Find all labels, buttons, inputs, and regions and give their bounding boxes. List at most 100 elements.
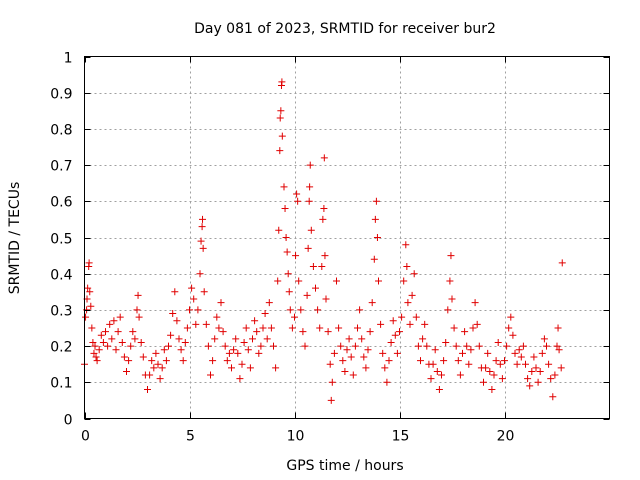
data-series-srmtid: [81, 78, 566, 404]
data-point: [240, 338, 248, 346]
y-tick-label: 0.2: [50, 340, 72, 356]
data-point: [408, 291, 416, 299]
data-point: [123, 367, 130, 375]
data-point: [381, 364, 389, 372]
data-point: [207, 371, 214, 379]
data-point: [431, 346, 439, 354]
data-point: [118, 338, 126, 346]
data-point: [532, 364, 540, 372]
data-point: [333, 277, 340, 285]
y-tick-label: 0.7: [50, 159, 72, 175]
x-tick-label: 10: [287, 429, 305, 445]
data-point: [309, 262, 317, 270]
data-point: [387, 338, 395, 346]
data-point: [259, 324, 267, 332]
data-point: [294, 197, 302, 205]
data-point: [251, 317, 259, 325]
data-point: [557, 364, 565, 372]
chart-title: Day 081 of 2023, SRMTID for receiver bur…: [194, 21, 496, 37]
data-point: [194, 306, 202, 314]
data-point: [440, 357, 448, 365]
data-point: [272, 364, 280, 372]
x-tick-label: 20: [497, 429, 515, 445]
data-point: [190, 295, 198, 303]
data-point: [199, 244, 207, 252]
data-point: [402, 241, 410, 249]
data-point: [486, 367, 494, 375]
data-point: [509, 331, 517, 339]
data-point: [129, 328, 137, 336]
data-point: [110, 317, 118, 325]
data-point: [322, 295, 330, 303]
data-point: [284, 270, 292, 278]
data-point: [475, 342, 483, 350]
data-point: [152, 349, 160, 357]
data-point: [327, 396, 335, 404]
data-point: [116, 313, 124, 321]
data-point: [488, 386, 496, 394]
data-point: [204, 342, 212, 350]
data-point: [173, 317, 181, 325]
data-point: [467, 346, 475, 354]
data-point: [306, 183, 314, 191]
data-point: [291, 313, 298, 321]
data-point: [179, 357, 187, 365]
data-point: [188, 284, 196, 292]
data-point: [225, 349, 233, 357]
data-point: [82, 313, 90, 321]
plot-frame: [84, 56, 610, 419]
data-point: [282, 234, 290, 241]
data-point: [433, 367, 441, 375]
data-point: [87, 302, 95, 310]
data-point: [555, 346, 563, 354]
data-point: [299, 328, 307, 336]
data-point: [498, 375, 506, 383]
data-point: [209, 357, 217, 365]
data-point: [183, 324, 191, 332]
data-point: [181, 338, 189, 346]
data-point: [465, 360, 473, 368]
data-point: [276, 114, 284, 122]
data-point: [255, 349, 263, 357]
data-point: [540, 335, 548, 343]
data-point: [454, 357, 462, 365]
data-point: [494, 338, 502, 346]
data-point: [192, 320, 200, 328]
data-point: [261, 310, 269, 318]
data-point: [275, 226, 283, 234]
data-point: [547, 375, 555, 383]
data-point: [389, 317, 397, 325]
y-tick-label: 0.8: [50, 123, 72, 139]
data-point: [278, 132, 286, 140]
data-point: [456, 371, 464, 379]
data-point: [383, 378, 391, 386]
data-point: [503, 342, 511, 350]
data-point: [135, 313, 143, 321]
data-point: [270, 342, 277, 350]
data-point: [200, 288, 208, 296]
data-point: [513, 360, 521, 368]
data-point: [501, 357, 508, 365]
data-point: [217, 299, 225, 307]
data-point: [538, 349, 546, 357]
data-point: [522, 360, 529, 368]
data-point: [297, 306, 305, 314]
data-point: [319, 215, 327, 223]
data-point: [293, 190, 301, 198]
data-point: [154, 360, 162, 368]
data-point: [362, 364, 370, 372]
data-point: [335, 324, 343, 332]
data-point: [410, 270, 418, 278]
data-point: [97, 331, 105, 339]
data-point: [215, 324, 223, 332]
data-point: [553, 342, 561, 350]
data-point: [452, 342, 460, 350]
data-point: [305, 197, 313, 205]
data-point: [320, 205, 328, 213]
data-point: [131, 335, 139, 343]
grid: [84, 56, 610, 419]
data-point: [461, 328, 469, 336]
y-tick-label: 0.6: [50, 195, 72, 211]
data-point: [412, 313, 420, 321]
data-point: [442, 338, 450, 346]
